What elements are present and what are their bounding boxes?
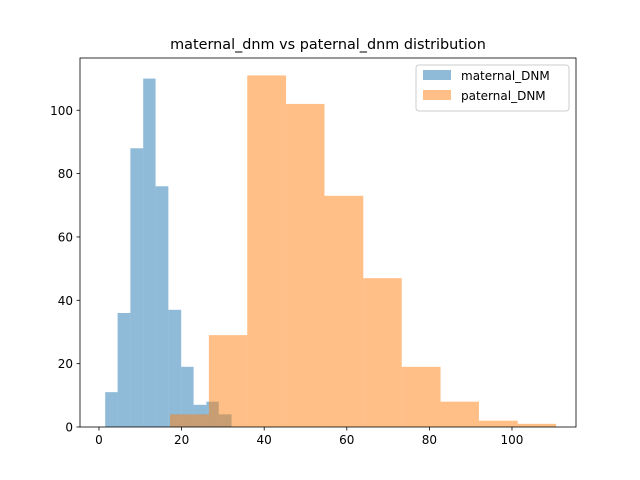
bar-paternal_DNM-5 <box>363 278 402 427</box>
legend-box <box>415 64 570 112</box>
bar-paternal_DNM-6 <box>401 366 441 427</box>
x-tick-label: 100 <box>501 433 524 447</box>
chart-title: maternal_dnm vs paternal_dnm distributio… <box>170 37 486 53</box>
bar-maternal_DNM-4 <box>155 186 169 427</box>
legend-label-paternal_DNM: paternal_DNM <box>461 89 546 103</box>
bar-paternal_DNM-9 <box>517 423 557 427</box>
bar-maternal_DNM-2 <box>130 148 144 427</box>
histogram-bars <box>105 75 557 428</box>
bar-paternal_DNM-3 <box>286 103 325 428</box>
plot-frame <box>79 57 577 428</box>
bar-maternal_DNM-5 <box>168 309 182 427</box>
y-tick-label: 100 <box>50 104 73 118</box>
bar-paternal_DNM-7 <box>440 401 479 427</box>
y-tick-label: 20 <box>58 357 73 371</box>
y-tick-label: 60 <box>58 230 73 244</box>
bar-paternal_DNM-8 <box>478 420 518 427</box>
bar-maternal_DNM-0 <box>105 392 118 427</box>
x-tick-label: 0 <box>95 433 103 447</box>
bar-paternal_DNM-4 <box>324 195 364 427</box>
bar-paternal_DNM-2 <box>247 75 287 428</box>
bar-paternal_DNM-0 <box>170 414 209 427</box>
x-tick-label: 40 <box>257 433 272 447</box>
x-tick-label: 60 <box>339 433 354 447</box>
y-tick-label: 40 <box>58 294 73 308</box>
x-axis-ticks: 0 20 40 60 80 100 <box>95 427 523 447</box>
bar-maternal_DNM-1 <box>117 312 131 427</box>
x-tick-label: 20 <box>174 433 189 447</box>
legend-swatch-paternal_DNM <box>423 90 451 100</box>
legend: maternal_DNM paternal_DNM <box>415 64 570 112</box>
bar-paternal_DNM-1 <box>208 335 248 427</box>
legend-label-maternal_DNM: maternal_DNM <box>461 69 550 83</box>
y-axis-ticks: 0 20 40 60 80 100 <box>50 104 80 435</box>
y-tick-label: 0 <box>65 421 73 435</box>
x-tick-label: 80 <box>422 433 437 447</box>
legend-swatch-maternal_DNM <box>423 70 451 80</box>
y-tick-label: 80 <box>58 167 73 181</box>
bar-maternal_DNM-3 <box>143 78 156 427</box>
bar-maternal_DNM-6 <box>181 366 194 427</box>
